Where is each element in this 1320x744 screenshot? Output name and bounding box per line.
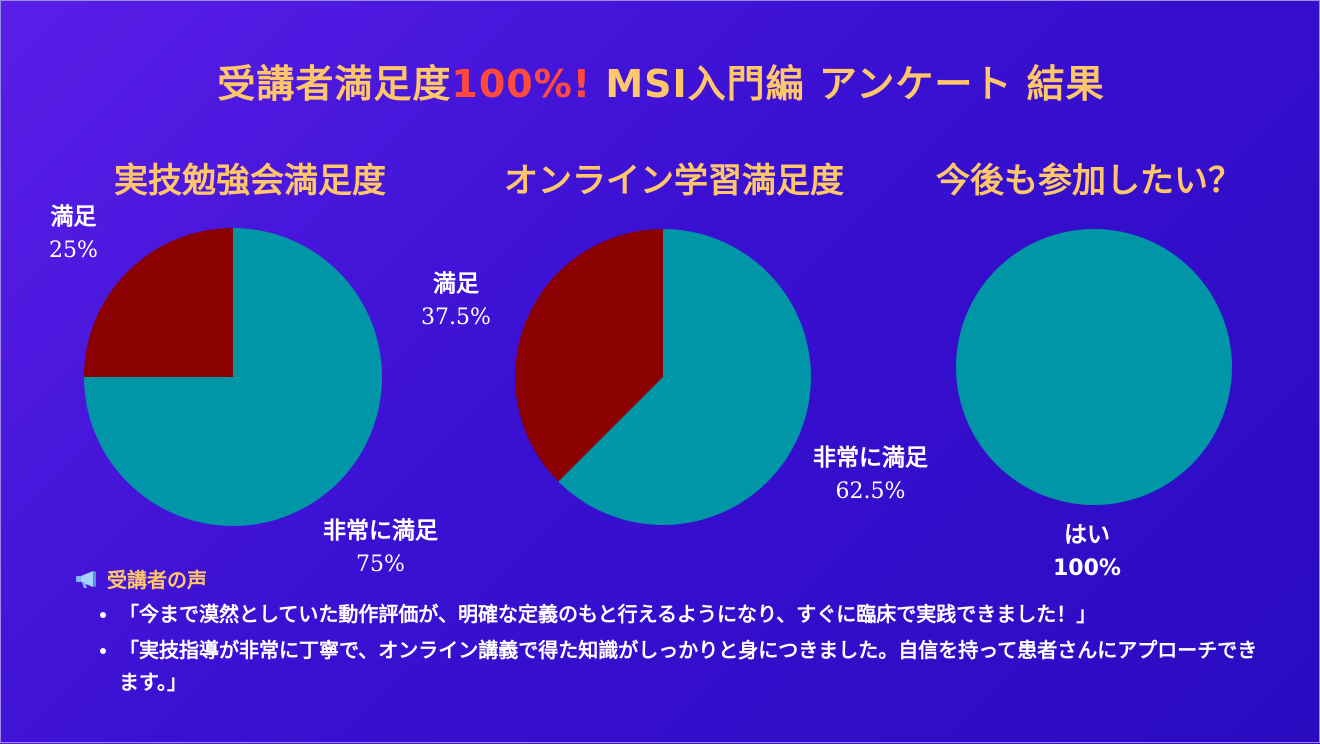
chart2-label-satisfied: 満足 37.5% bbox=[421, 271, 491, 330]
chart2-label-very-satisfied: 非常に満足 62.5% bbox=[813, 445, 928, 504]
voices-heading: 受講者の声 bbox=[75, 564, 207, 593]
chart1-label-very-satisfied: 非常に満足 75% bbox=[323, 518, 438, 577]
chart1-title: 実技勉強会満足度 bbox=[114, 161, 386, 201]
chart1-slice-1 bbox=[84, 228, 382, 526]
chart3-slice-0 bbox=[956, 229, 1232, 505]
page-title: 受講者満足度100%! MSI入門編 アンケート 結果 bbox=[217, 62, 1105, 106]
voice-item: 「実技指導が非常に丁寧で、オンライン講義で得た知識がしっかりと身につきました。自… bbox=[119, 634, 1269, 698]
chart3-title: 今後も参加したい？ bbox=[936, 161, 1242, 201]
chart1-slice-0 bbox=[84, 228, 233, 377]
chart3-label-yes: はい 100% bbox=[1053, 522, 1121, 581]
chart2-slice-0 bbox=[515, 229, 663, 482]
voice-item: 「今まで漠然としていた動作評価が、明確な定義のもと行えるようになり、すぐに臨床で… bbox=[119, 598, 1269, 630]
chart1-label-satisfied: 満足 25% bbox=[49, 204, 98, 263]
megaphone-icon bbox=[76, 570, 96, 588]
chart2-title: オンライン学習満足度 bbox=[504, 161, 844, 201]
voices-list: 「今まで漠然としていた動作評価が、明確な定義のもと行えるようになり、すぐに臨床で… bbox=[93, 598, 1269, 702]
chart2-slice-1 bbox=[558, 229, 812, 525]
